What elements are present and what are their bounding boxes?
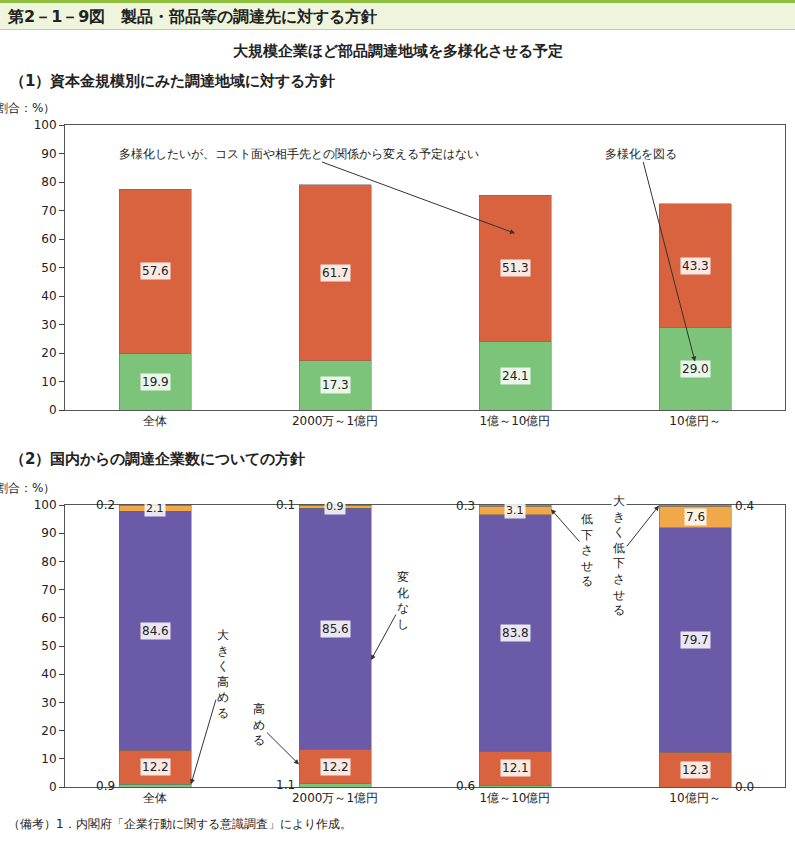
svg-text:0.2: 0.2 bbox=[96, 498, 115, 512]
svg-text:12.3: 12.3 bbox=[682, 763, 709, 777]
svg-text:1億～10億円: 1億～10億円 bbox=[480, 414, 551, 428]
svg-text:61.7: 61.7 bbox=[322, 266, 349, 280]
svg-text:2.1: 2.1 bbox=[146, 502, 164, 515]
svg-text:40: 40 bbox=[41, 667, 56, 681]
svg-text:12.2: 12.2 bbox=[142, 760, 169, 774]
svg-text:0.1: 0.1 bbox=[276, 498, 295, 512]
svg-text:0.0: 0.0 bbox=[735, 780, 754, 794]
svg-text:0.9: 0.9 bbox=[326, 500, 344, 513]
svg-text:60: 60 bbox=[41, 611, 56, 625]
svg-text:50: 50 bbox=[41, 639, 56, 653]
svg-text:10億円～: 10億円～ bbox=[669, 791, 720, 805]
svg-text:0: 0 bbox=[49, 403, 57, 417]
svg-text:12.1: 12.1 bbox=[502, 761, 529, 775]
svg-text:1億～10億円: 1億～10億円 bbox=[480, 791, 551, 805]
svg-text:43.3: 43.3 bbox=[682, 259, 709, 273]
svg-text:51.3: 51.3 bbox=[502, 261, 529, 275]
svg-text:高める: 高める bbox=[253, 702, 265, 747]
svg-text:40: 40 bbox=[41, 289, 56, 303]
svg-text:50: 50 bbox=[41, 261, 56, 275]
svg-text:30: 30 bbox=[41, 318, 56, 332]
svg-text:24.1: 24.1 bbox=[502, 369, 529, 383]
svg-text:7.6: 7.6 bbox=[686, 510, 705, 524]
svg-text:79.7: 79.7 bbox=[682, 633, 709, 647]
svg-text:（割合：%）: （割合：%） bbox=[0, 101, 55, 115]
svg-text:全体: 全体 bbox=[143, 791, 167, 805]
svg-text:低下させる: 低下させる bbox=[581, 512, 593, 588]
html-text:（1）資本金規模別にみた調達地域に対する方針: （1）資本金規模別にみた調達地域に対する方針 bbox=[10, 72, 336, 90]
html-text:大規模企業ほど部品調達地域を多様化させる予定: 大規模企業ほど部品調達地域を多様化させる予定 bbox=[232, 42, 563, 60]
svg-text:20: 20 bbox=[41, 346, 56, 360]
svg-text:17.3: 17.3 bbox=[322, 378, 349, 392]
svg-text:90: 90 bbox=[41, 147, 56, 161]
svg-text:60: 60 bbox=[41, 232, 56, 246]
svg-text:2000万～1億円: 2000万～1億円 bbox=[292, 414, 378, 428]
svg-text:変化なし: 変化なし bbox=[397, 570, 409, 631]
svg-text:0: 0 bbox=[49, 780, 57, 794]
svg-text:多様化したいが、コスト面や相手先との関係から変える予定はない: 多様化したいが、コスト面や相手先との関係から変える予定はない bbox=[119, 147, 479, 161]
svg-text:0.6: 0.6 bbox=[456, 779, 475, 793]
svg-text:30: 30 bbox=[41, 696, 56, 710]
svg-text:80: 80 bbox=[41, 555, 56, 569]
svg-text:10: 10 bbox=[41, 752, 56, 766]
svg-text:10億円～: 10億円～ bbox=[669, 414, 720, 428]
svg-text:大きく高める: 大きく高める bbox=[217, 628, 229, 720]
svg-text:80: 80 bbox=[41, 175, 56, 189]
svg-text:70: 70 bbox=[41, 204, 56, 218]
svg-text:1.1: 1.1 bbox=[276, 778, 295, 792]
svg-text:12.2: 12.2 bbox=[322, 760, 349, 774]
svg-text:（割合：%）: （割合：%） bbox=[0, 481, 55, 495]
svg-text:10: 10 bbox=[41, 375, 56, 389]
svg-text:20: 20 bbox=[41, 724, 56, 738]
svg-text:0.4: 0.4 bbox=[735, 499, 754, 513]
html-text:（2）国内からの調達企業数についての方針: （2）国内からの調達企業数についての方針 bbox=[10, 450, 306, 468]
html-text:（備考）1．内閣府「企業行動に関する意識調査」により作成。: （備考）1．内閣府「企業行動に関する意識調査」により作成。 bbox=[8, 817, 352, 831]
svg-text:19.9: 19.9 bbox=[142, 375, 169, 389]
svg-text:2000万～1億円: 2000万～1億円 bbox=[292, 791, 378, 805]
svg-text:83.8: 83.8 bbox=[502, 626, 529, 640]
svg-text:70: 70 bbox=[41, 583, 56, 597]
svg-text:29.0: 29.0 bbox=[682, 362, 709, 376]
svg-text:0.9: 0.9 bbox=[96, 779, 115, 793]
svg-text:57.6: 57.6 bbox=[142, 264, 169, 278]
svg-text:全体: 全体 bbox=[143, 414, 167, 428]
html-text:第2－1－9図 製品・部品等の調達先に対する方針: 第2－1－9図 製品・部品等の調達先に対する方針 bbox=[8, 7, 378, 26]
svg-text:大きく低下させる: 大きく低下させる bbox=[613, 494, 625, 617]
svg-text:多様化を図る: 多様化を図る bbox=[605, 147, 677, 161]
svg-text:3.1: 3.1 bbox=[506, 504, 524, 517]
svg-text:84.6: 84.6 bbox=[142, 624, 169, 638]
svg-text:100: 100 bbox=[34, 118, 57, 132]
svg-text:0.3: 0.3 bbox=[456, 499, 475, 513]
svg-text:90: 90 bbox=[41, 526, 56, 540]
svg-text:100: 100 bbox=[34, 498, 57, 512]
svg-text:85.6: 85.6 bbox=[322, 622, 349, 636]
